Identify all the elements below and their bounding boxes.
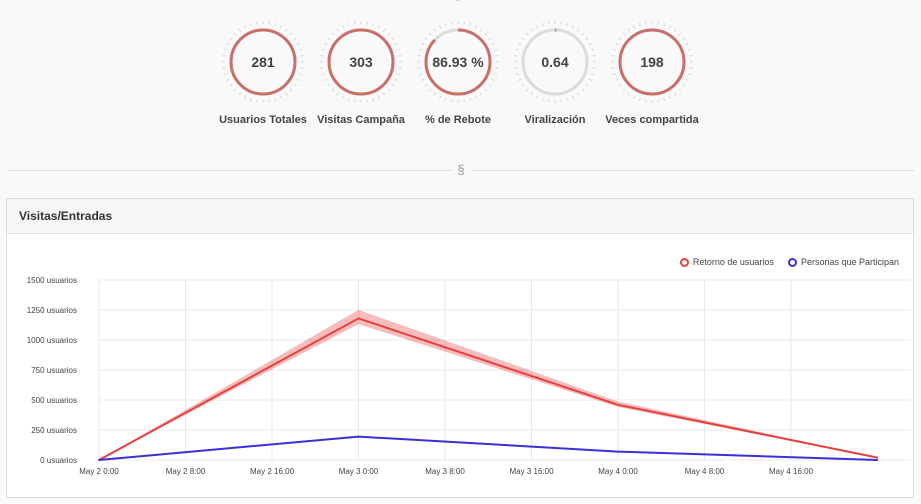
- y-tick-label: 1500 usuarios: [27, 276, 77, 285]
- stat-label: % de Rebote: [424, 114, 491, 126]
- top-section-glyph: §: [455, 0, 461, 3]
- stat-label: Veces compartida: [605, 114, 699, 126]
- stat-label: Viralización: [524, 114, 586, 126]
- x-tick-label: May 2 8:00: [166, 467, 206, 476]
- x-tick-label: May 2 16:00: [250, 467, 295, 476]
- x-tick-label: May 3 0:00: [339, 467, 379, 476]
- x-tick-label: May 4 0:00: [598, 467, 638, 476]
- divider-glyph: §: [451, 162, 471, 177]
- stat-gauge-0: 281 Usuarios Totales: [213, 20, 313, 126]
- x-tick-label: May 3 8:00: [425, 467, 465, 476]
- legend-label-personas: Personas que Participan: [800, 257, 899, 267]
- x-tick-label: May 4 8:00: [685, 467, 725, 476]
- data-point: [876, 456, 879, 459]
- legend-item-personas[interactable]: Personas que Participan: [787, 257, 899, 267]
- data-point: [617, 404, 619, 406]
- data-point: [357, 435, 360, 438]
- legend-label-retorno: Retorno de usuarios: [692, 257, 774, 267]
- data-point: [98, 459, 100, 461]
- legend-marker-retorno: [679, 257, 689, 267]
- y-tick-label: 1250 usuarios: [27, 306, 77, 315]
- visits-panel: Visitas/Entradas Retorno de usuarios Per…: [6, 198, 914, 498]
- y-tick-label: 0 usuarios: [40, 456, 77, 465]
- series-line-personas: [98, 435, 878, 461]
- stat-ring: 281: [222, 21, 304, 103]
- stat-value: 198: [640, 54, 664, 70]
- stat-gauge-4: 198 Veces compartida: [602, 20, 702, 126]
- data-point: [617, 450, 619, 453]
- y-tick-label: 500 usuarios: [31, 396, 77, 405]
- stat-value: 86.93 %: [432, 54, 484, 70]
- legend-marker-personas: [787, 257, 797, 267]
- x-tick-label: May 2 0:00: [79, 467, 119, 476]
- stat-ring: 86.93 %: [417, 21, 499, 103]
- stat-gauge-3: 0.64 Viralización: [505, 20, 605, 126]
- stat-value: 0.64: [541, 54, 568, 70]
- stat-gauge-2: 86.93 % % de Rebote: [408, 20, 508, 126]
- series-band-retorno: [99, 309, 878, 460]
- data-point: [357, 317, 360, 320]
- data-point: [876, 459, 879, 461]
- panel-title: Visitas/Entradas: [7, 199, 913, 234]
- x-tick-label: May 4 16:00: [769, 467, 814, 476]
- stat-value: 303: [349, 54, 373, 70]
- stat-ring-fill: [521, 28, 589, 96]
- stat-label: Usuarios Totales: [219, 114, 307, 126]
- stat-gauge-1: 303 Visitas Campaña: [311, 20, 411, 126]
- y-tick-label: 1000 usuarios: [27, 336, 77, 345]
- stat-label: Visitas Campaña: [317, 114, 405, 126]
- stat-ring: 198: [611, 21, 693, 103]
- stat-ring-fill: [424, 28, 492, 96]
- stat-ring-fill: [618, 28, 686, 96]
- stat-ring: 303: [320, 21, 402, 103]
- series-line-retorno: [98, 317, 878, 461]
- stat-ring-fill: [327, 28, 395, 96]
- y-tick-label: 250 usuarios: [31, 426, 77, 435]
- x-tick-label: May 3 16:00: [509, 467, 554, 476]
- stat-ring-fill: [229, 28, 297, 96]
- y-tick-label: 750 usuarios: [31, 366, 77, 375]
- stat-value: 281: [251, 54, 275, 70]
- line-chart: 0 usuarios 250 usuarios 500 usuarios 750 us…: [27, 276, 911, 476]
- chart-legend: Retorno de usuarios Personas que Partici…: [679, 257, 899, 267]
- stat-ring: 0.64: [514, 21, 596, 103]
- legend-item-retorno[interactable]: Retorno de usuarios: [679, 257, 774, 267]
